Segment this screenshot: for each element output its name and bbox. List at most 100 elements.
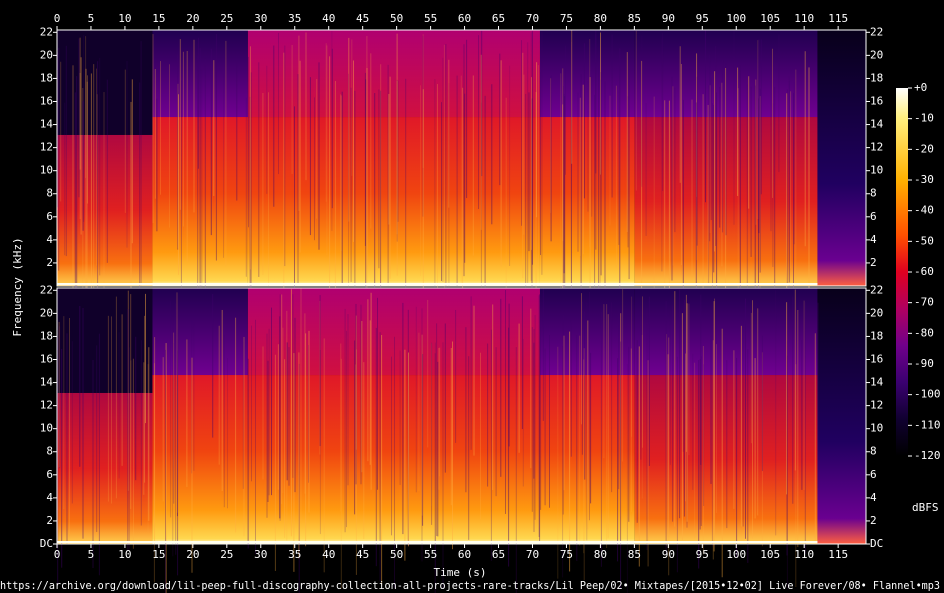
texture-stripe — [685, 294, 687, 452]
texture-stripe — [686, 350, 688, 528]
y-tick-label: 18 — [40, 71, 53, 84]
texture-stripe — [76, 76, 78, 297]
x-tick-label: 15 — [152, 12, 165, 25]
texture-stripe — [455, 309, 457, 443]
texture-stripe — [351, 39, 353, 176]
texture-stripe — [618, 90, 620, 245]
texture-stripe — [300, 288, 302, 522]
texture-stripe — [703, 364, 705, 507]
texture-stripe — [628, 346, 630, 522]
texture-stripe — [750, 86, 752, 257]
y-tick-label: 22 — [870, 283, 883, 296]
texture-stripe — [472, 75, 474, 256]
texture-stripe — [79, 72, 81, 220]
texture-stripe — [437, 361, 439, 537]
texture-stripe — [696, 53, 697, 197]
y-tick-label: 12 — [40, 141, 53, 154]
texture-stripe — [399, 350, 401, 485]
texture-stripe — [154, 337, 156, 545]
texture-stripe — [448, 59, 450, 208]
texture-stripe — [277, 344, 279, 490]
high-band — [539, 288, 635, 376]
texture-stripe — [370, 292, 372, 490]
texture-stripe — [586, 302, 588, 541]
y-tick-label: 10 — [870, 164, 883, 177]
texture-stripe — [225, 40, 227, 267]
texture-stripe — [361, 321, 363, 473]
y-tick-label: 14 — [870, 118, 884, 131]
texture-stripe — [65, 45, 67, 257]
x-tick-label: 75 — [560, 12, 573, 25]
texture-stripe — [175, 303, 177, 555]
texture-stripe — [340, 95, 342, 252]
x-tick-label: 115 — [828, 12, 848, 25]
texture-stripe — [319, 295, 321, 447]
texture-stripe — [615, 85, 617, 268]
texture-stripe — [274, 354, 276, 571]
texture-stripe — [124, 69, 126, 213]
high-band — [539, 30, 635, 118]
texture-stripe — [736, 357, 738, 558]
texture-stripe — [420, 85, 421, 277]
texture-stripe — [562, 346, 564, 578]
texture-stripe — [814, 333, 816, 544]
texture-stripe — [661, 38, 663, 272]
texture-stripe — [69, 317, 70, 535]
texture-stripe — [140, 41, 142, 286]
y-tick-label: 4 — [46, 491, 53, 504]
x-tick-label: 5 — [88, 12, 95, 25]
texture-stripe — [539, 294, 541, 541]
texture-stripe — [421, 308, 423, 562]
texture-stripe — [148, 347, 150, 521]
texture-stripe — [374, 93, 376, 344]
low-band — [247, 117, 540, 286]
high-band — [57, 288, 153, 393]
texture-stripe — [363, 362, 365, 540]
x-tick-label: 80 — [594, 12, 607, 25]
texture-stripe — [531, 327, 533, 512]
texture-stripe — [583, 43, 585, 199]
texture-stripe — [530, 308, 532, 469]
texture-stripe — [714, 298, 715, 536]
x-tick-label: 30 — [254, 548, 267, 561]
texture-stripe — [550, 75, 552, 242]
texture-stripe — [348, 37, 350, 222]
texture-stripe — [72, 65, 74, 320]
y-tick-label: 22 — [40, 283, 53, 296]
texture-stripe — [715, 45, 717, 246]
texture-stripe — [177, 54, 179, 250]
texture-stripe — [594, 94, 596, 310]
texture-stripe — [96, 94, 98, 334]
texture-stripe — [82, 307, 84, 539]
texture-stripe — [716, 92, 718, 318]
texture-stripe — [294, 317, 296, 493]
texture-stripe — [788, 80, 790, 283]
texture-stripe — [544, 348, 546, 506]
texture-stripe — [140, 340, 142, 526]
texture-stripe — [522, 52, 524, 279]
texture-stripe — [523, 74, 525, 235]
texture-stripe — [169, 64, 170, 228]
texture-stripe — [700, 294, 702, 465]
texture-stripe — [646, 308, 648, 551]
high-band — [247, 288, 540, 376]
texture-stripe — [668, 100, 670, 293]
texture-stripe — [434, 353, 436, 593]
texture-stripe — [480, 102, 482, 293]
texture-stripe — [204, 58, 206, 303]
texture-stripe — [683, 299, 685, 517]
x-tick-label: 25 — [220, 12, 233, 25]
texture-stripe — [367, 299, 369, 462]
texture-stripe — [96, 345, 98, 532]
texture-stripe — [177, 350, 178, 517]
texture-stripe — [298, 352, 300, 559]
texture-stripe — [378, 89, 380, 269]
y-tick-label: 16 — [40, 94, 53, 107]
channel-spectrogram — [56, 29, 867, 356]
colorbar-tick-label: -70 — [914, 296, 934, 309]
texture-stripe — [620, 341, 622, 589]
texture-stripe — [82, 88, 84, 313]
colorbar-tick-label: -20 — [914, 142, 934, 155]
texture-stripe — [752, 300, 753, 539]
y-tick-label: 4 — [870, 233, 877, 246]
